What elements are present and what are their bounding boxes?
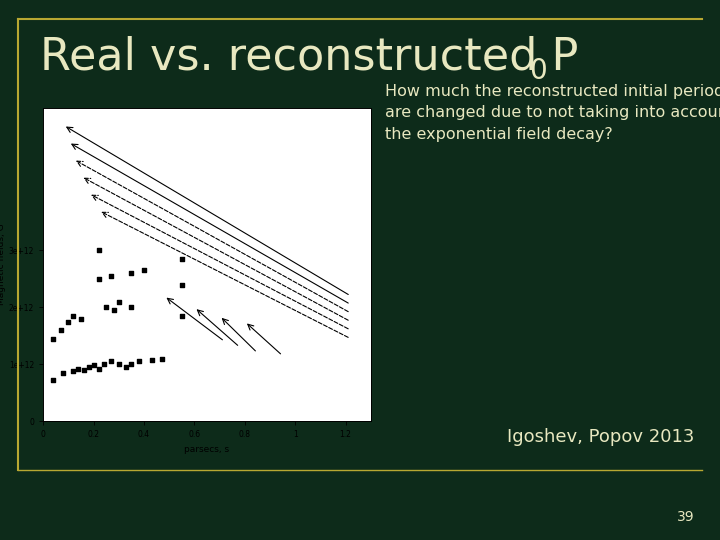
- Text: Igoshev, Popov 2013: Igoshev, Popov 2013: [508, 428, 695, 445]
- Point: [100, 303, 112, 312]
- Point: [68, 367, 79, 375]
- Point: [63, 317, 74, 326]
- Point: [113, 360, 125, 369]
- Point: [125, 360, 137, 369]
- Point: [55, 326, 66, 334]
- Point: [93, 364, 104, 373]
- Point: [113, 298, 125, 306]
- Point: [121, 362, 132, 371]
- Point: [93, 274, 104, 283]
- Point: [106, 357, 117, 366]
- Point: [98, 360, 109, 369]
- Point: [125, 269, 137, 278]
- Point: [176, 280, 187, 289]
- Point: [125, 303, 137, 312]
- Point: [48, 376, 59, 384]
- Point: [58, 368, 69, 377]
- Point: [68, 312, 79, 320]
- Point: [76, 314, 86, 323]
- Point: [156, 354, 167, 363]
- Point: [138, 266, 150, 275]
- Point: [176, 254, 187, 263]
- Point: [93, 246, 104, 255]
- Point: [83, 363, 94, 372]
- Point: [78, 366, 89, 374]
- Point: [106, 272, 117, 280]
- Text: 39: 39: [678, 510, 695, 524]
- Point: [108, 306, 120, 314]
- Text: How much the reconstructed initial periods
are changed due to not taking into ac: How much the reconstructed initial perio…: [385, 84, 720, 142]
- Y-axis label: Magnetic fields, G: Magnetic fields, G: [0, 224, 6, 306]
- Text: 0: 0: [529, 57, 547, 85]
- Text: Real vs. reconstructed P: Real vs. reconstructed P: [40, 35, 578, 78]
- X-axis label: parsecs, s: parsecs, s: [184, 445, 230, 454]
- Point: [88, 361, 99, 370]
- Point: [48, 334, 59, 343]
- Point: [73, 364, 84, 373]
- Point: [145, 355, 158, 364]
- Point: [176, 312, 187, 320]
- Point: [133, 357, 145, 366]
